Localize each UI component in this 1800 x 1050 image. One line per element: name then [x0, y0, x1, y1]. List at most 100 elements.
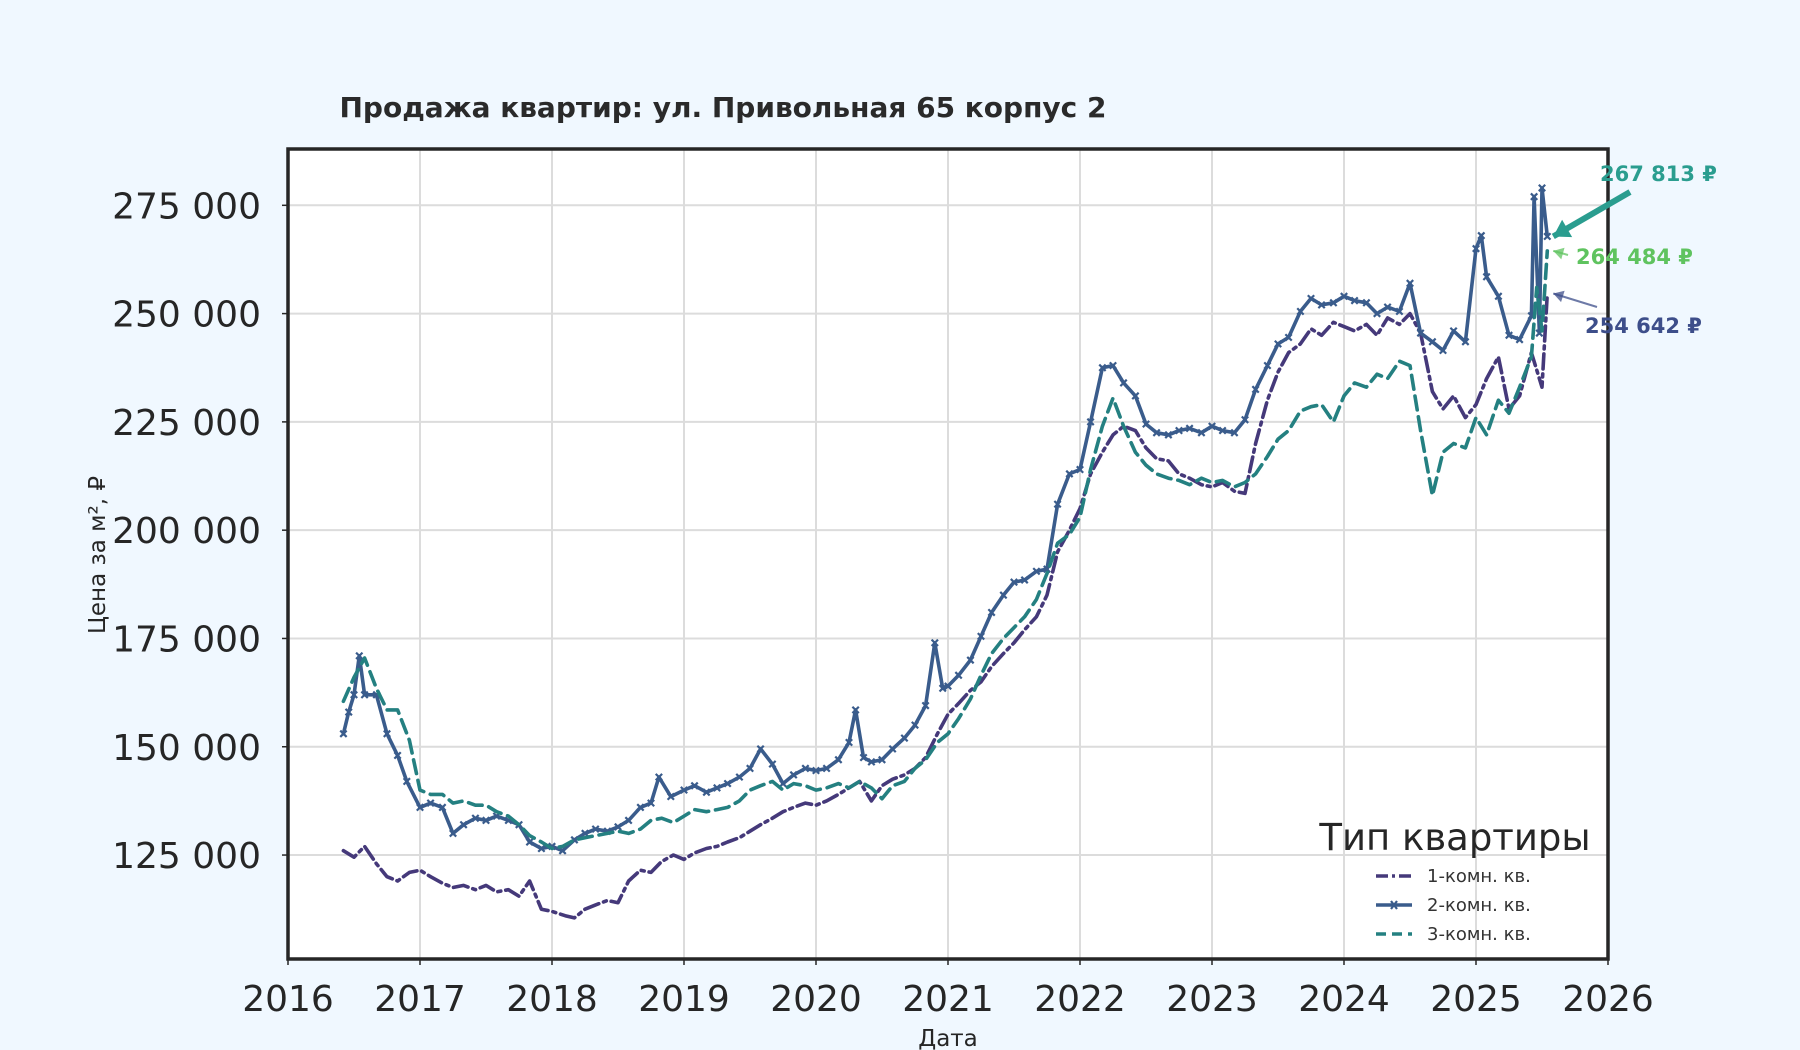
y-tick-label: 200 000 — [112, 511, 261, 552]
annotation-label: 254 642 ₽ — [1585, 314, 1702, 338]
data-point-marker — [654, 773, 663, 782]
data-point-marker — [789, 770, 798, 779]
data-point-marker — [1406, 279, 1414, 288]
y-axis-ticks: 125 000 150 000 175 000 200 000 225 000 250 0… — [112, 186, 288, 877]
y-tick-label: 175 000 — [112, 619, 261, 660]
data-point-marker — [525, 838, 534, 847]
data-point-marker — [1175, 426, 1183, 435]
data-point-marker — [756, 744, 765, 753]
data-point-marker — [1185, 424, 1194, 433]
legend-entry: 1-комн. кв. — [1376, 866, 1531, 887]
data-point-marker — [438, 803, 447, 812]
data-point-marker — [344, 708, 353, 717]
data-point-marker — [944, 682, 952, 691]
x-tick-label: 2020 — [770, 979, 862, 1020]
data-point-marker — [930, 638, 939, 647]
series-line — [341, 249, 1550, 851]
y-tick-label: 275 000 — [112, 186, 261, 227]
annotation-arrowhead — [1553, 247, 1565, 260]
data-point-marker — [647, 799, 655, 808]
data-point-marker — [1439, 346, 1447, 355]
data-point-marker — [987, 608, 996, 617]
data-point-marker — [339, 729, 348, 738]
data-point-marker — [482, 816, 490, 825]
data-point-marker — [921, 701, 930, 710]
data-point-marker — [1329, 298, 1338, 307]
legend-entry: 2-комн. кв. — [1376, 895, 1531, 916]
data-point-marker — [1317, 300, 1326, 309]
annotations: 267 813 ₽ 264 484 ₽ 254 642 ₽ — [1551, 162, 1717, 338]
data-point-marker — [1472, 244, 1480, 253]
data-point-marker — [900, 734, 909, 743]
data-point-marker — [878, 755, 886, 764]
data-point-marker — [1530, 192, 1539, 201]
data-point-marker — [801, 764, 810, 773]
series-1 — [341, 291, 1550, 920]
data-point-marker — [666, 792, 675, 801]
data-point-marker — [1208, 422, 1216, 431]
legend-label: 3-комн. кв. — [1427, 924, 1531, 945]
x-axis-ticks: 2016 2017 2018 2019 2020 2021 2022 2023 2024 2025… — [242, 959, 1654, 1020]
y-tick-label: 250 000 — [112, 295, 261, 336]
y-tick-label: 150 000 — [112, 728, 261, 769]
data-point-marker — [1020, 576, 1029, 584]
data-point-marker — [713, 783, 721, 792]
data-point-marker — [537, 844, 546, 853]
x-tick-label: 2019 — [638, 979, 730, 1020]
data-point-marker — [1086, 417, 1095, 426]
data-point-marker — [459, 820, 468, 829]
data-point-marker — [851, 705, 860, 714]
chart-title: Продажа квартир: ул. Привольная 65 корпу… — [339, 91, 1106, 124]
data-point-marker — [449, 829, 457, 838]
data-point-marker — [768, 760, 777, 769]
data-point-marker — [911, 721, 919, 730]
data-point-marker — [1477, 231, 1486, 240]
data-point-marker — [1307, 294, 1315, 303]
x-tick-label: 2016 — [242, 979, 334, 1020]
data-point-marker — [1515, 335, 1524, 344]
legend-label: 1-комн. кв. — [1427, 866, 1531, 887]
y-axis-label: Цена за м², ₽ — [85, 476, 111, 634]
annotation: 254 642 ₽ — [1552, 290, 1702, 338]
legend-entries: 1-комн. кв. 2-комн. кв. 3-комн. кв. — [1376, 866, 1531, 945]
x-axis-label: Дата — [918, 1026, 978, 1050]
data-point-marker — [591, 825, 600, 834]
data-point-marker — [834, 755, 843, 764]
data-point-marker — [416, 803, 424, 812]
x-tick-label: 2021 — [902, 979, 994, 1020]
data-point-marker — [779, 779, 787, 788]
data-point-marker — [702, 788, 711, 797]
data-point-marker — [1505, 331, 1513, 340]
data-point-marker — [1053, 500, 1062, 509]
data-point-marker — [966, 656, 975, 665]
data-point-marker — [1218, 426, 1227, 435]
data-point-marker — [355, 651, 364, 660]
data-point-marker — [735, 773, 744, 782]
data-point-marker — [1065, 469, 1074, 478]
data-point-marker — [1010, 578, 1018, 587]
data-point-marker — [867, 757, 876, 766]
x-tick-label: 2025 — [1430, 979, 1522, 1020]
data-point-marker — [1416, 329, 1425, 338]
data-point-marker — [1362, 298, 1371, 307]
data-point-marker — [888, 744, 897, 753]
data-point-marker — [746, 764, 754, 773]
x-tick-label: 2017 — [374, 979, 466, 1020]
annotation-label: 267 813 ₽ — [1600, 162, 1717, 186]
data-point-marker — [859, 753, 868, 762]
series-3 — [341, 249, 1550, 851]
data-point-marker — [1032, 567, 1041, 576]
data-point-marker — [1230, 428, 1239, 437]
data-point-marker — [614, 822, 622, 831]
annotation: 267 813 ₽ — [1551, 162, 1717, 240]
data-point-marker — [1449, 326, 1458, 335]
data-point-marker — [938, 684, 947, 693]
y-tick-label: 125 000 — [112, 836, 261, 877]
data-point-marker — [1296, 307, 1305, 316]
annotation: 264 484 ₽ — [1553, 245, 1693, 269]
data-point-marker — [1241, 415, 1249, 424]
data-point-marker — [1428, 337, 1437, 346]
data-point-marker — [1119, 378, 1128, 387]
series-layer — [339, 184, 1552, 920]
